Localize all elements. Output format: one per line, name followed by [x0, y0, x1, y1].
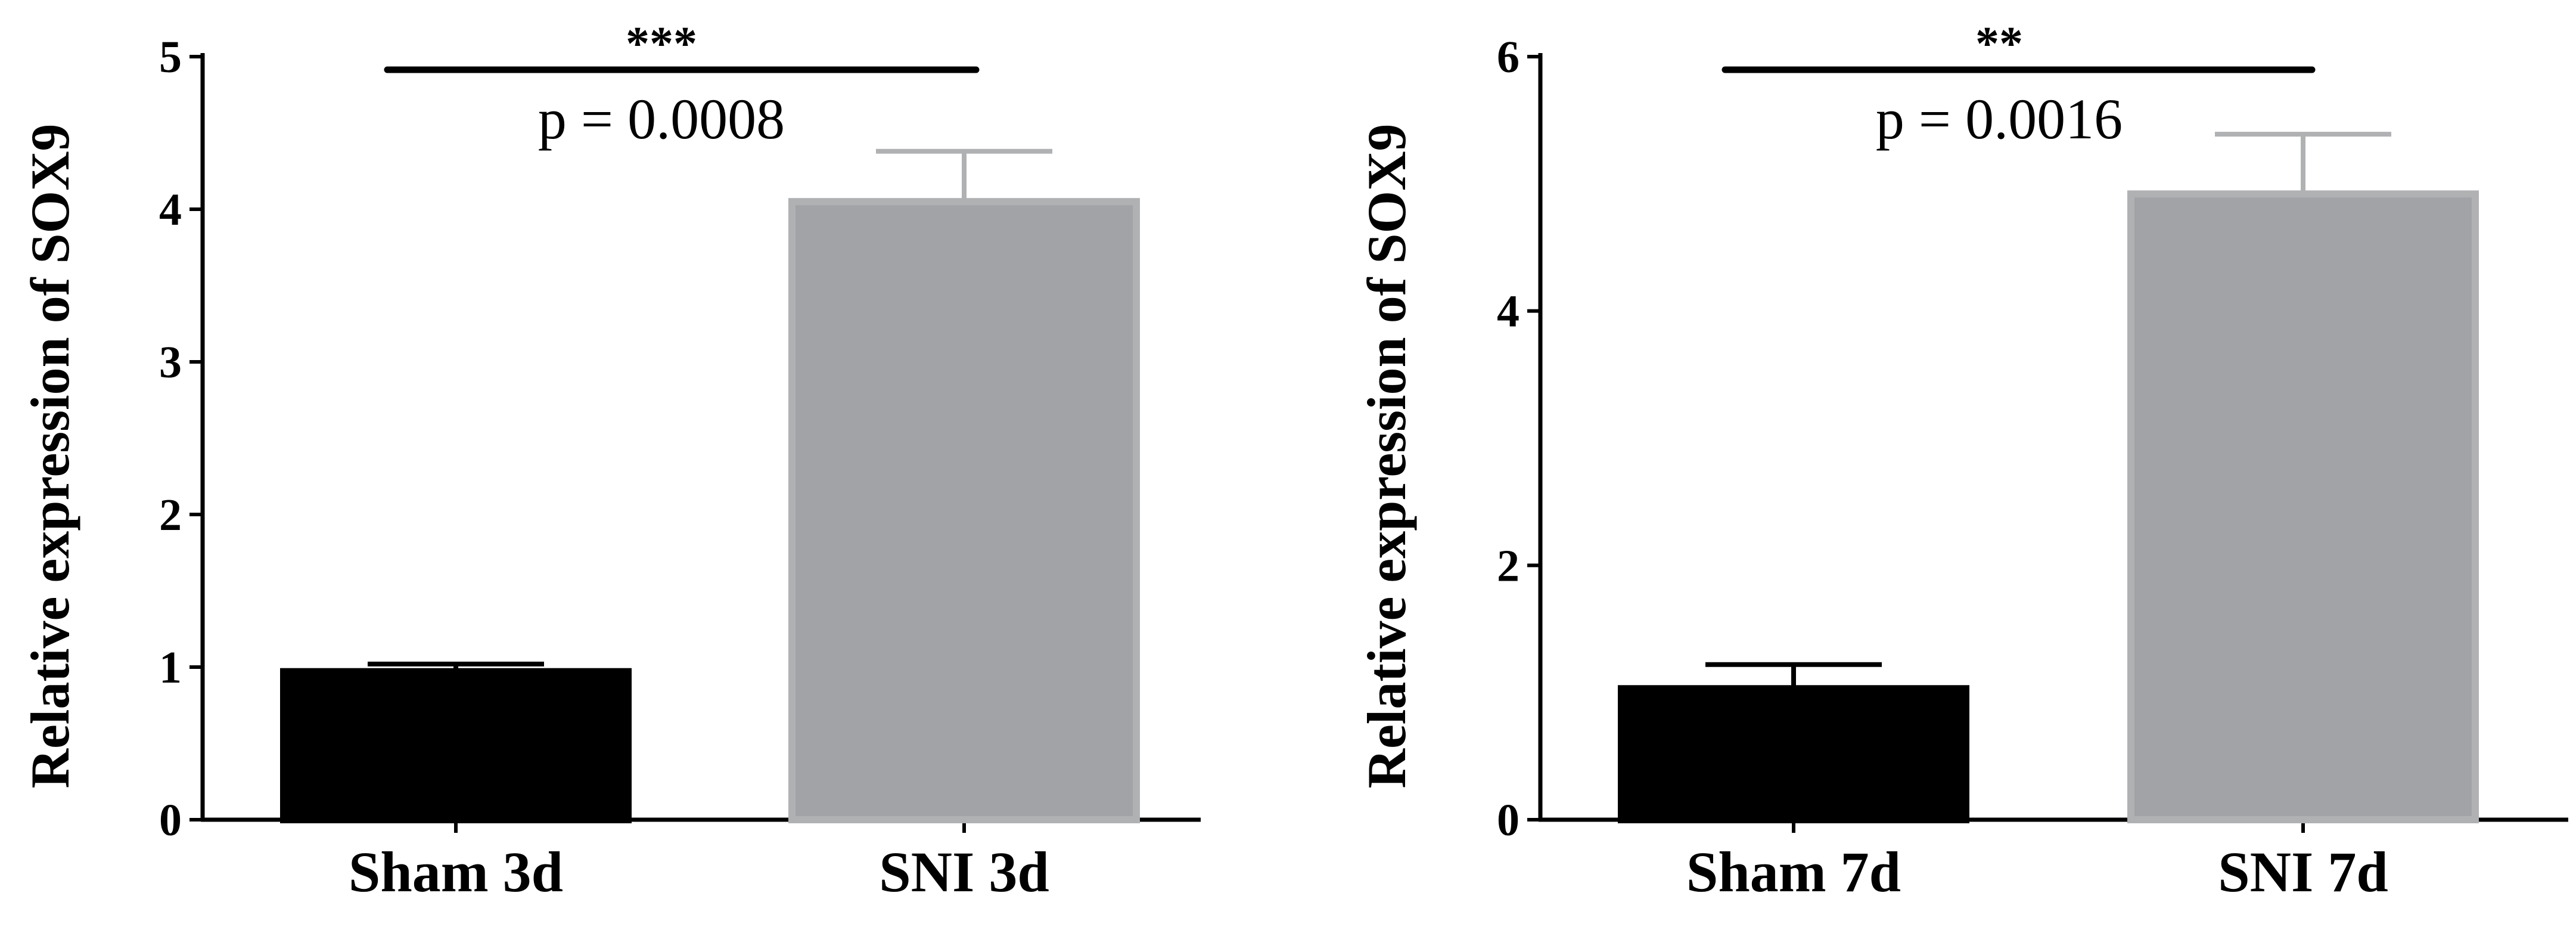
p-value-label: p = 0.0016	[1876, 87, 2123, 151]
y-axis-title: Relative expression of SOX9	[1356, 123, 1417, 788]
y-tick-label: 4	[1497, 287, 1520, 337]
chart-panel-3d: Relative expression of SOX9 *** p = 0.00…	[20, 18, 1201, 904]
category-label: Sham 3d	[349, 840, 563, 904]
y-tick-label: 0	[1497, 795, 1520, 845]
y-tick-label: 3	[159, 337, 182, 388]
y-tick-label: 5	[159, 32, 182, 82]
y-tick-label: 1	[159, 643, 182, 693]
bar	[2127, 190, 2479, 823]
p-value-label: p = 0.0008	[538, 87, 785, 151]
y-tick-label: 2	[159, 490, 182, 540]
significance-stars: ***	[626, 18, 697, 70]
category-label: SNI 7d	[2218, 840, 2388, 904]
y-tick-label: 0	[159, 795, 182, 845]
y-tick-label: 4	[159, 185, 182, 235]
y-tick-label: 2	[1497, 541, 1520, 591]
y-axis-title: Relative expression of SOX9	[20, 123, 80, 788]
category-label: SNI 3d	[879, 840, 1049, 904]
chart-panel-7d: Relative expression of SOX9 ** p = 0.001…	[1356, 18, 2568, 904]
bar	[788, 198, 1140, 824]
category-label: Sham 7d	[1686, 840, 1901, 904]
y-tick-label: 6	[1497, 32, 1520, 82]
bar	[280, 668, 632, 824]
bar	[1618, 685, 1969, 824]
significance-stars: **	[1975, 18, 2023, 70]
